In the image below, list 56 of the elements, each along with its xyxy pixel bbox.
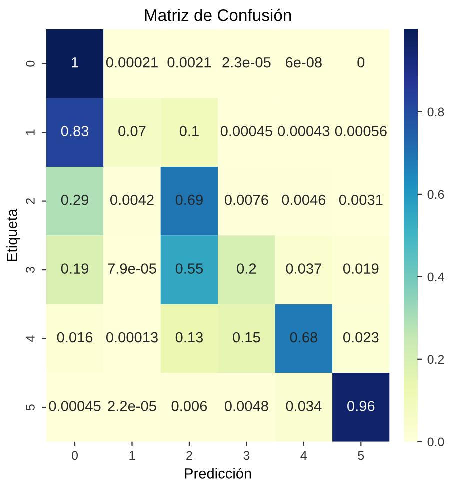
data-label: 0.00045	[220, 126, 272, 136]
data-label: 2.2e-05	[108, 401, 156, 412]
color-bar-label: 0.2	[428, 355, 444, 364]
y-axis-title: Etiqueta	[6, 208, 20, 262]
data-label: 0.07	[118, 126, 146, 136]
data-label: 0.00045	[49, 401, 101, 412]
data-label: 0.15	[233, 332, 260, 343]
data-label: 2.3e-05	[222, 57, 271, 68]
data-label: 0.13	[176, 332, 204, 343]
data-label: 0.034	[286, 401, 322, 412]
data-label: 0.0031	[339, 194, 383, 206]
color-bar-label: 0.4	[428, 272, 444, 282]
data-label: 0.00056	[335, 126, 387, 136]
data-label: 0.96	[348, 401, 375, 412]
data-label: 0.00013	[106, 332, 158, 343]
color-bar-label: 0.6	[428, 190, 444, 200]
data-label: 0.2	[237, 264, 256, 274]
data-label: 0.83	[61, 126, 89, 136]
y-tick-label: 5	[26, 404, 35, 411]
x-tick-label: 0	[72, 451, 78, 460]
data-label: 0.016	[57, 332, 93, 343]
data-label: 0.0021	[168, 57, 212, 68]
data-label: 0.29	[61, 194, 89, 206]
data-label: 0.55	[176, 264, 204, 274]
y-tick-label: 1	[26, 130, 35, 136]
data-label: 0.019	[343, 264, 379, 274]
color-bar-label: 0.0	[428, 438, 444, 447]
y-tick-label: 0	[26, 60, 35, 67]
data-label: 1	[72, 58, 78, 68]
x-tick-label: 2	[186, 451, 192, 460]
y-tick-label: 4	[26, 336, 35, 342]
data-label: 0.00043	[278, 126, 330, 136]
data-label: 0.69	[176, 194, 203, 206]
x-tick-label: 4	[300, 451, 308, 460]
x-tick-label: 3	[244, 451, 250, 460]
data-label: 0.0048	[224, 401, 268, 412]
data-label: 0.00021	[106, 57, 158, 68]
x-tick-label: 1	[130, 451, 136, 460]
data-label: 0.023	[343, 332, 379, 343]
data-label: 7.9e-05	[108, 264, 156, 274]
data-label: 0.037	[286, 264, 322, 274]
data-label: 0.1	[180, 126, 199, 136]
data-label: 0.0046	[282, 194, 326, 206]
x-axis-title: Predicción	[185, 468, 252, 479]
data-label: 6e-08	[286, 57, 322, 68]
data-label: 0.006	[172, 401, 208, 412]
data-label: 0.68	[290, 332, 318, 343]
color-bar-label: 0.8	[428, 108, 444, 117]
data-label: 0.0042	[110, 194, 154, 206]
y-tick-label: 3	[26, 267, 35, 274]
x-tick-label: 5	[358, 451, 364, 460]
y-tick-label: 2	[26, 198, 35, 204]
data-label: 0	[358, 57, 365, 68]
data-label: 0.19	[61, 264, 89, 274]
data-label: 0.0076	[224, 194, 268, 206]
chart-title: Matriz de Confusión	[145, 8, 292, 22]
